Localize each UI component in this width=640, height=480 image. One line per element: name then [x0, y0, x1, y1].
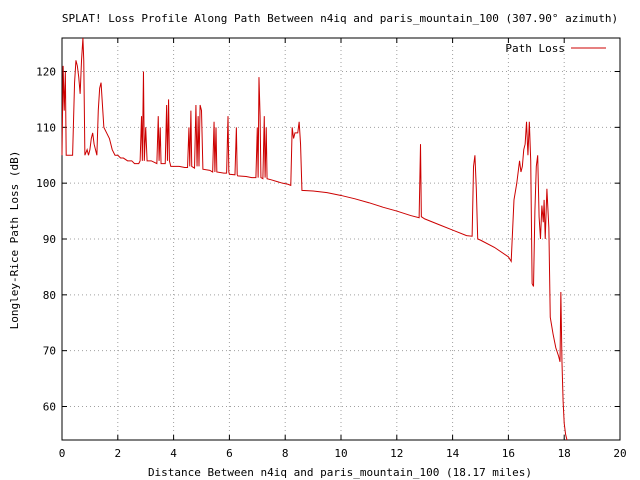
y-tick-label: 60 [43, 401, 56, 414]
x-tick-label: 10 [334, 447, 347, 460]
x-tick-label: 0 [59, 447, 66, 460]
grid-lines [62, 38, 620, 440]
y-axis-label: Longley-Rice Path Loss (dB) [8, 151, 21, 330]
series-layer [61, 37, 568, 441]
x-tick-label: 2 [114, 447, 121, 460]
axis-ticks: 0 2 4 6 8 10 12 14 16 18 20 60 70 80 90 100 110 120 [36, 38, 627, 460]
series-line-path-loss [61, 37, 568, 441]
x-tick-label: 20 [613, 447, 626, 460]
x-tick-label: 6 [226, 447, 233, 460]
x-axis-label: Distance Between n4iq and paris_mountain… [148, 466, 532, 479]
x-tick-label: 18 [558, 447, 571, 460]
y-tick-label: 90 [43, 233, 56, 246]
x-tick-label: 4 [170, 447, 177, 460]
x-tick-label: 14 [446, 447, 460, 460]
y-tick-label: 120 [36, 66, 56, 79]
legend-label-path-loss: Path Loss [505, 42, 565, 55]
x-tick-label: 8 [282, 447, 289, 460]
x-tick-label: 16 [502, 447, 515, 460]
y-tick-label: 80 [43, 289, 56, 302]
chart-title: SPLAT! Loss Profile Along Path Between n… [62, 12, 618, 25]
y-tick-label: 70 [43, 345, 56, 358]
legend: Path Loss [505, 42, 606, 55]
y-tick-label: 100 [36, 177, 56, 190]
y-tick-label: 110 [36, 121, 56, 134]
x-tick-label: 12 [390, 447, 403, 460]
